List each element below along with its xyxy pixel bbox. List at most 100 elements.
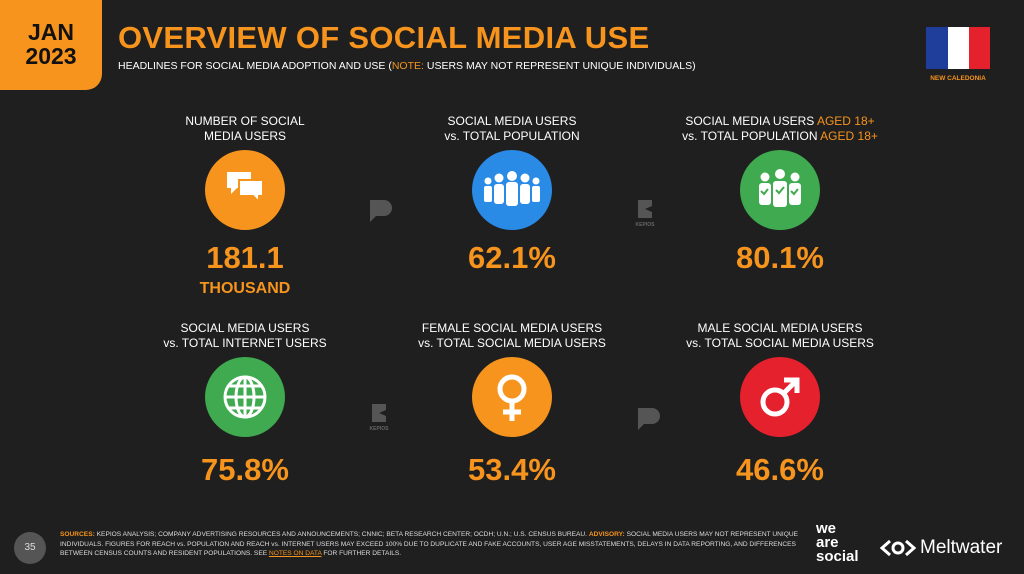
stat-value: 80.1%	[736, 240, 824, 275]
stat-label: FEMALE SOCIAL MEDIA USERS vs. TOTAL SOCIA…	[362, 321, 662, 351]
meltwater-icon	[880, 539, 916, 557]
watermark: KEPIOS	[630, 198, 660, 228]
sources: KEPIOS ANALYSIS; COMPANY ADVERTISING RES…	[94, 531, 589, 538]
stat-label-line: FEMALE SOCIAL MEDIA USERS	[362, 321, 662, 336]
stat-label: SOCIAL MEDIA USERS vs. TOTAL INTERNET USE…	[95, 321, 395, 351]
stat-label-accent: AGED 18+	[816, 114, 875, 128]
icon-shape	[760, 377, 800, 417]
stat-label-line: vs. TOTAL POPULATION	[362, 129, 662, 144]
sources-label: SOURCES:	[60, 531, 95, 538]
icon-shape	[229, 384, 261, 410]
icon-shape	[782, 379, 798, 395]
stat: SOCIAL MEDIA USERS AGED 18+ vs. TOTAL POP…	[630, 114, 930, 304]
flag	[926, 27, 990, 69]
stat-value: 46.6%	[736, 452, 824, 487]
icon-shape	[775, 169, 785, 179]
icon-shape	[520, 173, 530, 183]
country: NEW CALEDONIA	[930, 75, 986, 82]
stat-label-text: SOCIAL MEDIA USERS	[685, 114, 817, 128]
stat-label-line: NUMBER OF SOCIAL	[95, 114, 395, 129]
advisory-label: ADVISORY:	[588, 531, 625, 538]
stat-label-line: vs. TOTAL POPULATION AGED 18+	[630, 129, 930, 144]
stat-label: SOCIAL MEDIA USERS vs. TOTAL POPULATION	[362, 114, 662, 144]
stat-value: 75.8%	[201, 452, 289, 487]
stat-label-text: MEDIA USERS	[203, 129, 287, 143]
stat-icon	[205, 150, 285, 235]
title: OVERVIEW OF SOCIAL MEDIA USE	[118, 20, 650, 55]
logo-shape	[880, 539, 916, 557]
icon-shape	[520, 184, 530, 204]
icon-shape	[790, 188, 799, 196]
stat-unit: THOUSAND	[199, 280, 291, 297]
icon-shape	[775, 186, 785, 195]
page-number: 35	[14, 532, 46, 564]
notes-link[interactable]: NOTES ON DATA	[268, 550, 322, 557]
stat-label-text: SOCIAL MEDIA USERS	[180, 321, 310, 335]
watermark-shape	[370, 200, 392, 222]
stat-icon	[740, 150, 820, 235]
icon-shape	[507, 171, 517, 181]
stat-value: 62.1%	[468, 240, 556, 275]
logo-shape	[891, 541, 905, 555]
stat-value: 53.4%	[468, 452, 556, 487]
watermark-icon	[638, 408, 660, 430]
watermark-icon	[372, 404, 386, 422]
stat: SOCIAL MEDIA USERS vs. TOTAL POPULATION 62…	[362, 114, 662, 304]
stat-label: SOCIAL MEDIA USERS AGED 18+ vs. TOTAL POP…	[630, 114, 930, 144]
stat-label-line: vs. TOTAL SOCIAL MEDIA USERS	[362, 336, 662, 351]
advisory: SOCIAL MEDIA USERS MAY NOT REPRESENT UNI…	[60, 531, 799, 557]
meltwater-logo: Meltwater	[920, 537, 1003, 558]
icon-shape	[472, 150, 552, 230]
stat-label-text: NUMBER OF SOCIAL	[185, 114, 305, 128]
icon-shape	[740, 357, 820, 437]
subtitle-note: NOTE:	[391, 60, 424, 72]
stat: SOCIAL MEDIA USERS vs. TOTAL INTERNET USE…	[95, 321, 395, 511]
icon-shape	[773, 181, 787, 207]
year: 2023	[25, 43, 77, 69]
stat-label: NUMBER OF SOCIAL MEDIA USERS	[95, 114, 395, 144]
stat: FEMALE SOCIAL MEDIA USERS vs. TOTAL SOCIA…	[362, 321, 662, 511]
watermark: KEPIOS	[364, 402, 394, 432]
icon-shape	[223, 375, 267, 419]
stat-label-line: SOCIAL MEDIA USERS	[362, 114, 662, 129]
stat-label-line: MEDIA USERS	[95, 129, 395, 144]
stat-label-line: vs. TOTAL SOCIAL MEDIA USERS	[630, 336, 930, 351]
icon-shape	[760, 186, 799, 196]
footer-notes: SOURCES: KEPIOS ANALYSIS; COMPANY ADVERT…	[60, 530, 800, 559]
logo-text: we	[816, 520, 837, 537]
stat-icon	[472, 150, 552, 235]
watermark-shape	[372, 404, 386, 422]
watermark-icon	[638, 200, 652, 218]
icon-shape	[494, 173, 504, 183]
icon-shape	[784, 377, 800, 393]
stat: NUMBER OF SOCIAL MEDIA USERS 181.1 THOUSAND	[95, 114, 395, 304]
subtitle-text: HEADLINES FOR SOCIAL MEDIA ADOPTION AND …	[118, 60, 392, 72]
flag-stripe	[926, 27, 948, 69]
watermark-text: KEPIOS	[369, 426, 389, 432]
stat-label-text: vs. TOTAL POPULATION	[682, 129, 821, 143]
flag-stripe	[969, 27, 990, 69]
icon-shape	[484, 186, 492, 202]
stat-label-text: vs. TOTAL POPULATION	[444, 129, 580, 143]
watermark-shape	[638, 200, 652, 218]
icon-shape	[790, 172, 800, 182]
stat-label-text: vs. TOTAL INTERNET USERS	[163, 336, 327, 350]
watermark-shape	[638, 408, 660, 430]
stat-label-line: vs. TOTAL INTERNET USERS	[95, 336, 395, 351]
icon-shape	[760, 188, 769, 196]
logo-text: social	[816, 548, 859, 565]
icon-shape	[532, 177, 540, 185]
icon-shape	[494, 184, 504, 204]
advisory: FOR FURTHER DETAILS.	[321, 550, 402, 557]
icon-shape	[472, 357, 552, 437]
icon-shape	[484, 177, 492, 185]
icon-shape	[497, 374, 527, 421]
stat-label-line: MALE SOCIAL MEDIA USERS	[630, 321, 930, 336]
watermark-icon	[370, 200, 392, 222]
icon-shape	[484, 171, 540, 206]
icon-shape	[740, 357, 820, 437]
icon-shape	[238, 179, 264, 205]
stat-label-accent: AGED 18+	[820, 129, 878, 143]
stat-label-text: MALE SOCIAL MEDIA USERS	[697, 321, 863, 335]
